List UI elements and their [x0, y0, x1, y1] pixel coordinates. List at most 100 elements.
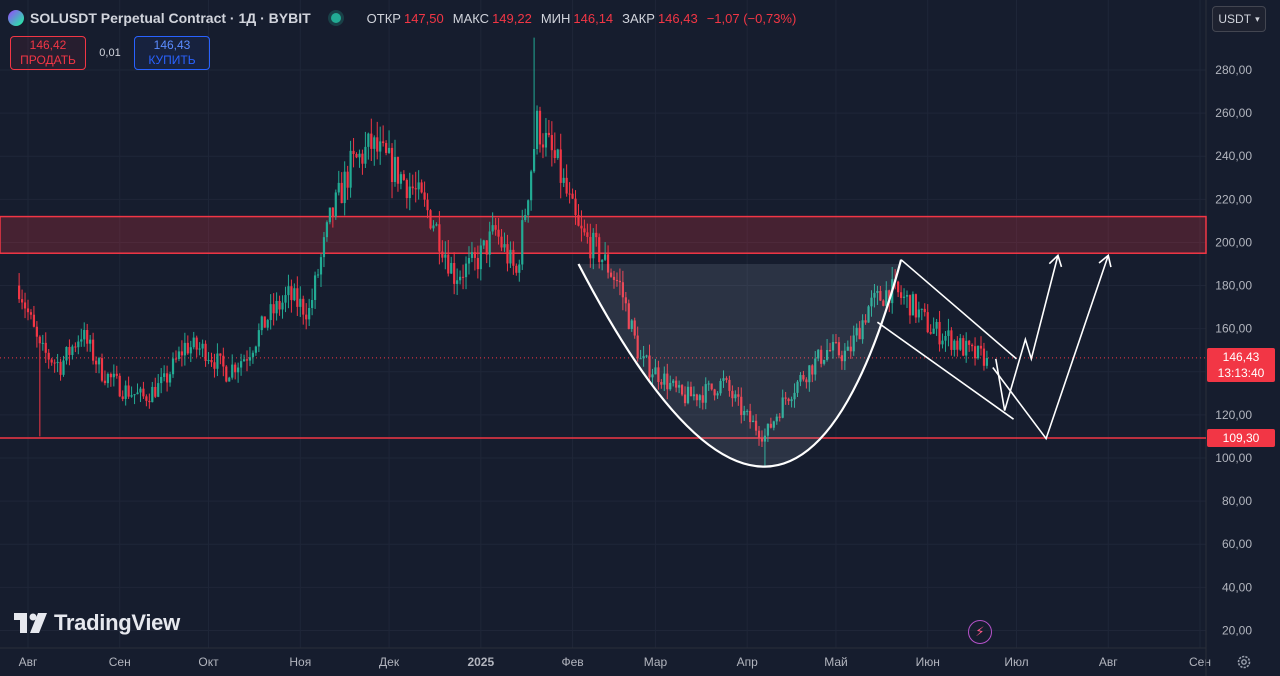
candle-body: [657, 367, 660, 383]
candle-body: [399, 174, 403, 184]
candle: [734, 390, 737, 402]
candle: [604, 242, 607, 262]
candle: [86, 323, 89, 352]
close-label: ЗАКР: [622, 10, 655, 26]
candle-body: [189, 347, 192, 354]
solana-symbol-icon: [8, 10, 24, 26]
candle-body: [23, 302, 27, 309]
candle-body: [41, 342, 44, 344]
candle: [142, 381, 145, 399]
candle: [97, 356, 101, 374]
currency-select[interactable]: USDT ▾: [1212, 6, 1266, 32]
candle-body: [160, 376, 163, 384]
sell-button[interactable]: 146,42 ПРОДАТЬ: [10, 36, 86, 70]
candle: [897, 280, 900, 298]
x-tick-label: Мар: [644, 655, 668, 669]
candle: [873, 283, 876, 308]
candle-body: [405, 179, 408, 199]
candle: [855, 323, 858, 342]
candle-body: [621, 282, 624, 298]
candle: [645, 354, 648, 359]
candle-body: [491, 225, 494, 232]
candle: [390, 143, 394, 199]
candle-body: [417, 182, 420, 190]
candle: [595, 224, 598, 247]
candle: [831, 334, 835, 359]
candle: [867, 305, 870, 323]
candle: [106, 372, 110, 388]
candle-body: [876, 290, 879, 293]
candle: [716, 391, 719, 399]
candle-body: [213, 362, 216, 369]
candle-body: [604, 254, 607, 260]
candle-body: [618, 280, 622, 283]
candle-body: [237, 367, 240, 373]
candle-body: [346, 171, 349, 188]
projection-arrow-2: [992, 255, 1110, 441]
symbol-title[interactable]: SOLUSDT Perpetual Contract · 1Д · BYBIT: [30, 10, 311, 26]
candle: [180, 340, 183, 367]
candle: [749, 403, 752, 429]
candle: [402, 170, 405, 181]
candle-body: [609, 272, 613, 277]
candle-body: [438, 224, 441, 252]
candle-body: [769, 423, 772, 428]
candle: [237, 362, 240, 383]
candle: [103, 370, 107, 386]
candle: [917, 301, 920, 323]
candle: [586, 223, 589, 244]
candle: [612, 270, 616, 289]
candle: [799, 372, 802, 387]
candle: [660, 379, 663, 389]
candle-body: [796, 381, 799, 393]
candle-body: [920, 308, 923, 310]
candle: [722, 370, 725, 388]
candle-body: [444, 254, 447, 258]
candle: [823, 359, 826, 366]
candle: [509, 241, 512, 269]
open-label: ОТКР: [366, 10, 401, 26]
candle: [500, 229, 503, 252]
candle: [654, 358, 657, 375]
candle-body: [325, 222, 329, 238]
buy-button[interactable]: 146,43 КУПИТЬ: [134, 36, 210, 70]
lightning-icon[interactable]: ⚡: [968, 620, 992, 644]
candle-body: [408, 186, 411, 199]
candle-body: [44, 342, 47, 353]
y-tick-label: 240,00: [1215, 149, 1252, 163]
candle-body: [349, 150, 352, 188]
candle-body: [177, 351, 181, 359]
tradingview-logo-icon: [14, 613, 47, 633]
close-value: 146,43: [657, 10, 698, 26]
candle: [565, 164, 568, 197]
candle: [171, 352, 175, 378]
candle-body: [68, 346, 71, 355]
candle: [364, 131, 367, 169]
candle: [313, 271, 317, 309]
candle-body: [234, 364, 237, 373]
candle: [530, 169, 533, 211]
tradingview-logo[interactable]: TradingView: [14, 610, 180, 636]
candle: [414, 171, 417, 203]
candle-body: [393, 157, 397, 183]
gear-icon[interactable]: [1236, 654, 1252, 670]
candle: [68, 339, 71, 366]
candle: [154, 377, 157, 399]
candle: [515, 263, 518, 276]
candle: [846, 340, 849, 351]
candle-body: [615, 279, 619, 281]
candle: [186, 335, 189, 355]
x-tick-label: Авг: [1099, 655, 1118, 669]
candle-body: [870, 297, 873, 307]
candle: [615, 272, 619, 287]
candle-body: [808, 365, 811, 383]
candle: [322, 231, 326, 268]
candle: [598, 233, 601, 269]
candle-body: [222, 355, 225, 367]
candle-body: [787, 398, 790, 402]
candle-body: [811, 365, 814, 375]
x-tick-label: 2025: [467, 655, 494, 669]
candle: [195, 335, 198, 358]
candle: [305, 303, 308, 330]
